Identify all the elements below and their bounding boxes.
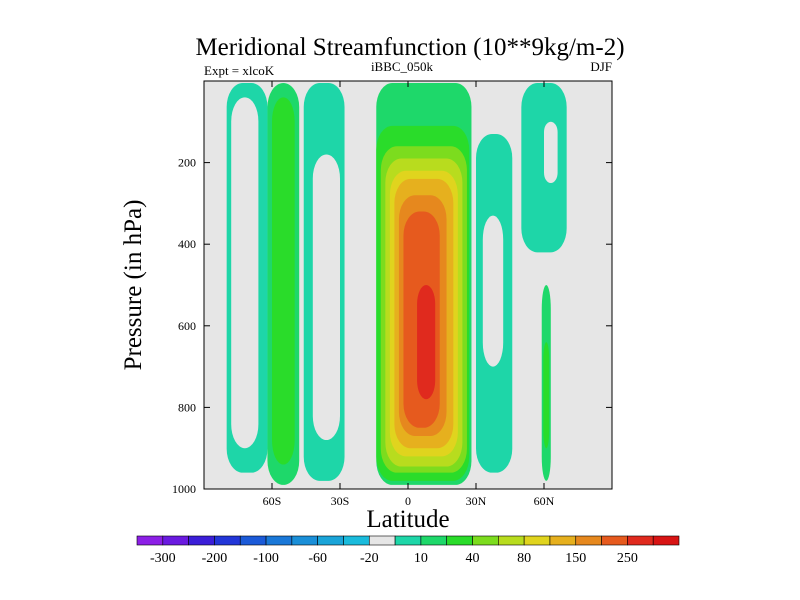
colorbar-swatch (575, 535, 602, 546)
colorbar-swatch (472, 535, 499, 546)
colorbar: -300 -200 -100 -60 -20 10 40 80 150 250 (136, 535, 680, 566)
axis-ticks: 60S 30S 0 30N 60N 200 400 600 800 1000 (172, 81, 612, 508)
colorbar-swatch (162, 535, 189, 546)
colorbar-label: 10 (414, 551, 428, 566)
colorbar-swatch (136, 535, 164, 546)
colorbar-swatch (627, 535, 654, 546)
y-tick-label: 800 (178, 400, 196, 414)
colorbar-swatch (446, 535, 473, 546)
band-cell-17 (482, 215, 504, 367)
colorbar-label: -200 (202, 551, 228, 566)
band-cell-15 (417, 285, 436, 400)
y-axis-label: Pressure (in hPa) (120, 200, 147, 371)
colorbar-label: -300 (150, 551, 176, 566)
subtitle-left: Expt = xlcoK (204, 63, 275, 78)
colorbar-swatch (265, 535, 293, 546)
colorbar-swatch (317, 535, 344, 546)
colorbar-label: -60 (308, 551, 327, 566)
colorbar-swatch (394, 535, 422, 546)
colorbar-swatch (343, 535, 370, 546)
colorbar-swatch (523, 535, 551, 546)
colorbar-swatch (652, 535, 680, 546)
y-tick-label: 1000 (172, 482, 196, 496)
y-tick-label: 200 (178, 156, 196, 170)
band-cell-21 (543, 342, 550, 449)
band-cell-6 (312, 154, 340, 441)
x-tick-label: 60S (263, 494, 282, 508)
chart-title: Meridional Streamfunction (10**9kg/m-2) (195, 34, 624, 61)
subtitle-right: DJF (590, 59, 612, 74)
x-tick-label: 30N (466, 494, 487, 508)
colorbar-label: 150 (565, 551, 586, 566)
colorbar-label: 250 (617, 551, 638, 566)
band-cell-4 (272, 97, 295, 465)
colorbar-label: 80 (517, 551, 531, 566)
colorbar-swatch (549, 535, 577, 546)
colorbar-swatch (188, 535, 215, 546)
band-cell-2 (231, 97, 259, 449)
colorbar-swatch (239, 535, 267, 546)
colorbar-swatch (601, 535, 628, 546)
band-cell-19 (544, 121, 558, 183)
colorbar-swatch (498, 535, 525, 546)
colorbar-swatch (420, 535, 448, 546)
x-tick-label: 0 (405, 494, 411, 508)
colorbar-label: 40 (466, 551, 480, 566)
y-tick-label: 400 (178, 237, 196, 251)
colorbar-swatch (368, 535, 396, 546)
x-tick-label: 30S (331, 494, 350, 508)
x-tick-label: 60N (534, 494, 555, 508)
colorbar-label: -100 (253, 551, 279, 566)
colorbar-label: -20 (360, 551, 379, 566)
contour-fill-layer (226, 83, 567, 485)
subtitle-center: iBBC_050k (371, 59, 434, 74)
colorbar-swatch (291, 535, 318, 546)
colorbar-swatch (214, 535, 241, 546)
x-axis-label: Latitude (366, 506, 449, 533)
y-tick-label: 600 (178, 319, 196, 333)
